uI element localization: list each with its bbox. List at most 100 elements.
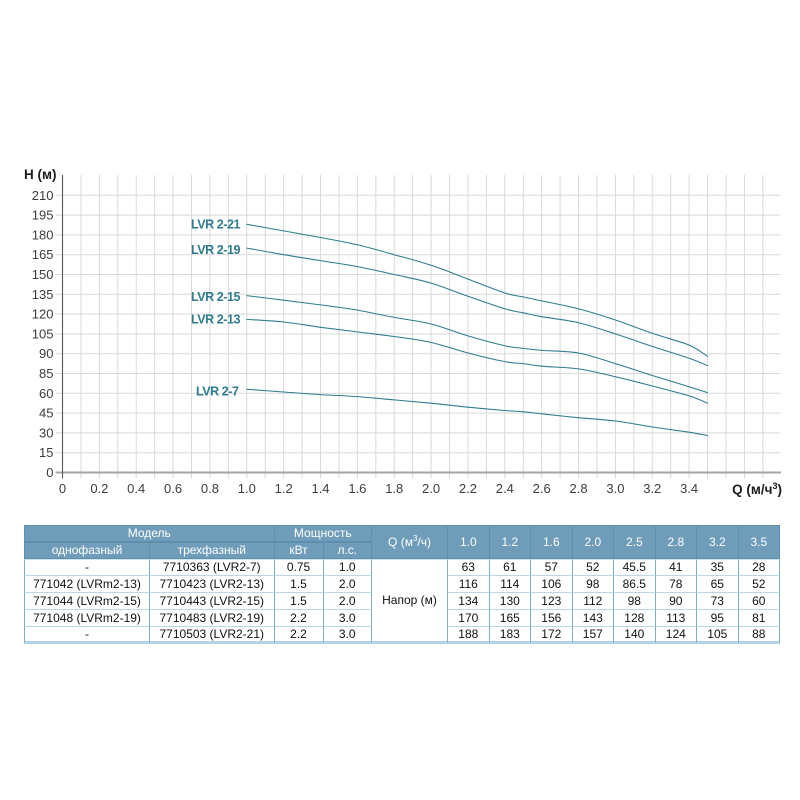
curve-label-lvr-2-7: LVR 2-7 [196,385,239,399]
cell-head-q3.2: 73 [697,592,739,609]
cell-head-q3.2: 35 [697,558,739,576]
y-tick-label-90: 90 [39,346,53,361]
x-tick-label-1.2: 1.2 [275,481,293,496]
x-axis-title-post: ) [778,482,783,497]
table-row-3: 771044 (LVRm2-15) 7710443 (LVR2-15) 1.5 2.0… [24,592,781,609]
table-row-1: -7710363 (LVR2-7) 0.75 1.0 Напор (м) 63 61 57 5… [24,558,781,644]
cell-head-q2.0: 157 [572,625,615,644]
cell-head-q2.5: 45.5 [614,558,656,576]
cell-kw: 1.5 [274,592,324,609]
cell-singlephase: 771042 (LVRm2-13) [24,575,150,593]
y-tick-label-30: 30 [39,425,53,440]
spec-table-body: -7710363 (LVR2-7) 0.75 1.0 Напор (м) 63 61 57 5… [24,558,781,644]
curve-layer [246,223,709,437]
cell-head-q3.2: 105 [697,625,739,644]
y-tick-label-165: 165 [32,247,54,262]
cell-head-q1.2: 61 [489,558,532,576]
x-tick-label-2.0: 2.0 [422,481,440,496]
y-tick-label-150: 150 [32,267,54,282]
cell-head-q2.8: 41 [655,558,698,576]
cell-singlephase: - [24,625,150,644]
x-tick-label-1.6: 1.6 [348,481,366,496]
header-q-2.5: 2.5 [614,525,656,559]
cell-head-q2.5: 86.5 [614,575,656,593]
spec-table: Модель Мощность Q (м3/ч) 1.0 1.2 1.6 2.0 2.5… [24,525,781,644]
cell-napor: Напор (м) [372,558,449,644]
cell-threephase: 7710363 (LVR2-7) [150,558,275,576]
cell-head-q1.6: 106 [531,575,573,593]
x-tick-label-0.6: 0.6 [164,481,182,496]
cell-hp: 3.0 [323,625,373,644]
x-tick-label-3.0: 3.0 [606,481,624,496]
cell-head-q3.2: 95 [697,608,739,626]
x-tick-label-1.8: 1.8 [385,481,403,496]
y-tick-label-60: 60 [39,386,53,401]
cell-hp: 2.0 [323,575,373,593]
header-q-1.6: 1.6 [531,525,573,559]
header-q-1.0: 1.0 [448,525,490,559]
cell-head-q1.6: 123 [531,592,573,609]
table-row-4: 771048 (LVRm2-19) 7710483 (LVR2-19) 2.2 3.0… [24,608,781,626]
cell-head-q1.6: 57 [531,558,573,576]
header-q-sup: 3 [412,534,418,544]
cell-head-q3.2: 65 [697,575,739,593]
cell-head-q1.2: 183 [489,625,532,644]
curve-label-lvr-2-21: LVR 2-21 [191,218,240,232]
curve-lvr-2-7 [246,388,709,437]
cell-singlephase: 771044 (LVRm2-15) [24,592,150,609]
cell-head-q1.0: 188 [448,625,490,644]
table-row-5: -7710503 (LVR2-21) 2.2 3.0 188 183 172 157 140 1… [24,625,781,644]
cell-head-q2.5: 128 [614,608,656,626]
x-tick-label-2.2: 2.2 [459,481,477,496]
header-row-1: Модель Мощность Q (м3/ч) 1.0 1.2 1.6 2.0 2.5… [24,525,781,559]
cell-threephase: 7710483 (LVR2-19) [150,608,275,626]
cell-head-q2.5: 140 [614,625,656,644]
cell-head-q3.5: 52 [738,575,781,593]
cell-head-q2.5: 98 [614,592,656,609]
cell-head-q2.8: 78 [655,575,698,593]
curve-lvr-2-21 [246,223,709,357]
spec-table-wrap: Модель Мощность Q (м3/ч) 1.0 1.2 1.6 2.0 2.5… [24,525,781,644]
cell-kw: 0.75 [274,558,324,576]
cell-head-q1.0: 170 [448,608,490,626]
x-tick-label-1.0: 1.0 [238,481,256,496]
cell-head-q1.6: 172 [531,625,573,644]
header-q-post: /ч) [417,535,432,550]
curve-label-lvr-2-15: LVR 2-15 [191,290,240,304]
curve-label-lvr-2-19: LVR 2-19 [191,243,240,257]
cell-head-q3.5: 28 [738,558,781,576]
y-tick-label-0: 0 [46,465,53,480]
cell-head-q2.8: 90 [655,592,698,609]
x-tick-label-0.8: 0.8 [201,481,219,496]
x-axis-title-sup: 3 [772,481,777,491]
header-singlephase: однофазный [24,541,150,559]
header-hp: л.с. [323,541,373,559]
cell-head-q2.0: 112 [572,592,615,609]
x-tick-label-1.4: 1.4 [311,481,329,496]
y-axis-title: H (м) [24,167,56,182]
header-q-2.8: 2.8 [655,525,698,559]
header-q-1.2: 1.2 [489,525,532,559]
x-tick-label-0.2: 0.2 [90,481,108,496]
cell-head-q1.0: 134 [448,592,490,609]
cell-head-q1.2: 130 [489,592,532,609]
cell-head-q1.2: 114 [489,575,532,593]
y-tick-label-15: 15 [39,445,53,460]
cell-head-q2.8: 113 [655,608,698,626]
y-tick-label-85: 85 [39,366,53,381]
x-tick-label-3.2: 3.2 [643,481,661,496]
cell-head-q2.8: 124 [655,625,698,644]
y-tick-label-105: 105 [32,326,54,341]
header-model: Модель [24,525,275,542]
header-kw: кВт [274,541,324,559]
x-axis-title-pre: Q (м/ч [732,482,772,497]
cell-kw: 2.2 [274,608,324,626]
header-threephase: трехфазный [150,541,275,559]
cell-kw: 1.5 [274,575,324,593]
x-tick-label-0.4: 0.4 [127,481,145,496]
y-tick-label-120: 120 [32,307,54,322]
y-tick-label-45: 45 [39,406,53,421]
header-q-3.2: 3.2 [697,525,739,559]
